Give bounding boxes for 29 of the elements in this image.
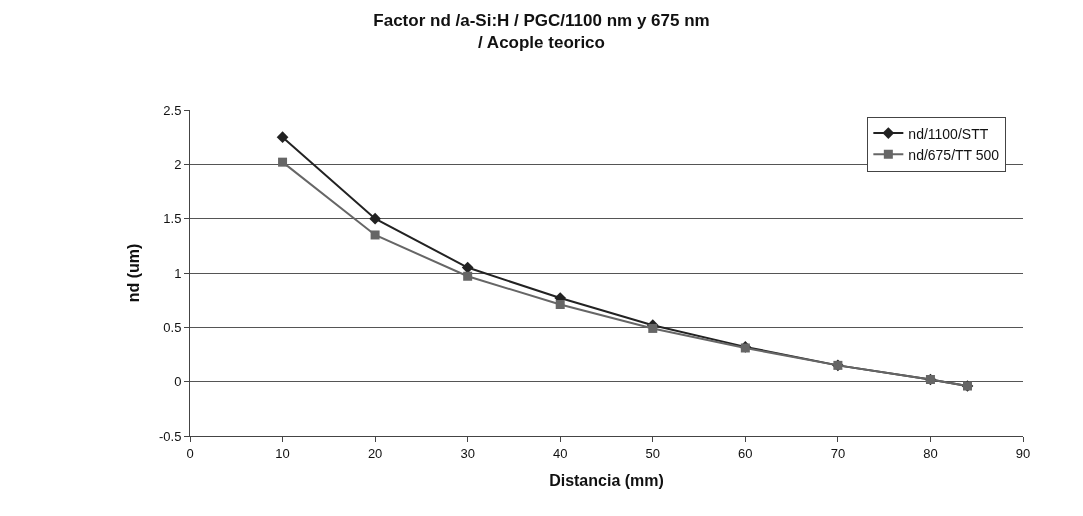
point: [370, 230, 380, 240]
point: [463, 271, 473, 281]
y-tick-label: 2: [174, 156, 182, 172]
y-axis-title: nd (um): [124, 243, 142, 303]
x-tick-label: 20: [367, 445, 383, 461]
y-tick-label: 0.5: [163, 319, 182, 335]
legend-label: nd/1100/STT: [908, 125, 989, 142]
x-tick-label: 0: [186, 445, 194, 461]
x-tick-label: 70: [830, 445, 846, 461]
chart-title: Factor nd /a-Si:H / PGC/1100 nm y 675 nm / Acople teorico: [373, 10, 710, 52]
point: [276, 131, 289, 144]
x-axis-title: Distancia (mm): [549, 472, 664, 490]
x-tick-label: 60: [738, 445, 753, 461]
y-tick-label: 2.5: [163, 102, 182, 118]
y-tick-label: 1: [174, 265, 182, 281]
legend-label: nd/675/TT 500: [908, 146, 1000, 163]
point: [648, 323, 658, 333]
x-tick-label: 30: [460, 445, 475, 461]
point: [555, 300, 565, 310]
x-tick-label: 50: [645, 445, 661, 461]
x-tick-label: 80: [923, 445, 938, 461]
point: [278, 157, 288, 167]
y-tick-label: 0: [174, 374, 182, 390]
y-tick-label: 1.5: [163, 211, 182, 227]
point: [369, 212, 381, 225]
x-tick-label: 40: [552, 445, 568, 461]
x-tick-label: 10: [275, 445, 290, 461]
x-tick-label: 90: [1015, 445, 1031, 461]
y-tick-label: -0.5: [158, 428, 182, 444]
